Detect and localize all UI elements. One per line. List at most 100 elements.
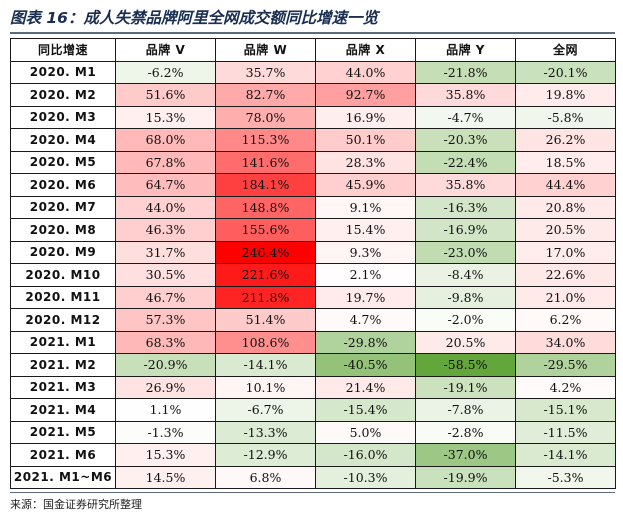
table-row: 2021. M2 -20.9% -14.1% -40.5% -58.5% -29.5%	[10, 353, 616, 377]
column-header: 全网	[515, 38, 616, 62]
table-cell: 20.5%	[415, 330, 516, 354]
table-cell: 35.8%	[415, 173, 516, 197]
table-cell: 51.4%	[215, 308, 316, 332]
table-cell: -11.5%	[515, 420, 616, 444]
table-cell: -6.7%	[215, 398, 316, 422]
column-header: 品牌 Y	[415, 38, 516, 62]
row-label: 2021. M5	[10, 420, 116, 444]
table-cell: -6.2%	[115, 60, 216, 84]
table-cell: 78.0%	[215, 105, 316, 129]
table-cell: -37.0%	[415, 443, 516, 467]
row-label: 2020. M2	[10, 83, 116, 107]
table-cell: -7.8%	[415, 398, 516, 422]
table-cell: 22.6%	[515, 263, 616, 287]
table-cell: -15.1%	[515, 398, 616, 422]
table-cell: 141.6%	[215, 150, 316, 174]
table-cell: -14.1%	[215, 353, 316, 377]
table-cell: 21.4%	[315, 375, 416, 399]
table-cell: 68.3%	[115, 330, 216, 354]
table-cell: 67.8%	[115, 150, 216, 174]
table-cell: -12.9%	[215, 443, 316, 467]
table-cell: 46.3%	[115, 218, 216, 242]
table-cell: -21.8%	[415, 60, 516, 84]
table-row: 2021. M1~M6 14.5% 6.8% -10.3% -19.9% -5.3%	[10, 465, 616, 489]
table-cell: 34.0%	[515, 330, 616, 354]
table-cell: 6.2%	[515, 308, 616, 332]
row-label: 2020. M4	[10, 128, 116, 152]
row-label: 2021. M2	[10, 353, 116, 377]
table-cell: 5.0%	[315, 420, 416, 444]
table-cell: 92.7%	[315, 83, 416, 107]
table-row: 2021. M1 68.3% 108.6% -29.8% 20.5% 34.0%	[10, 330, 616, 354]
table-row: 2021. M3 26.9% 10.1% 21.4% -19.1% 4.2%	[10, 375, 616, 399]
table-cell: -29.5%	[515, 353, 616, 377]
table-cell: 57.3%	[115, 308, 216, 332]
table-cell: -19.9%	[415, 465, 516, 489]
table-cell: 16.9%	[315, 105, 416, 129]
table-cell: -19.1%	[415, 375, 516, 399]
table-cell: -20.3%	[415, 128, 516, 152]
table-cell: 68.0%	[115, 128, 216, 152]
table-cell: -20.9%	[115, 353, 216, 377]
table-cell: -8.4%	[415, 263, 516, 287]
table-cell: -9.8%	[415, 285, 516, 309]
row-label: 2021. M3	[10, 375, 116, 399]
title-rule	[10, 32, 615, 34]
table-cell: 246.4%	[215, 240, 316, 264]
table-cell: -13.3%	[215, 420, 316, 444]
source-note: 来源：国金证券研究所整理	[10, 498, 142, 511]
table-row: 2020. M12 57.3% 51.4% 4.7% -2.0% 6.2%	[10, 308, 616, 332]
table-cell: 10.1%	[215, 375, 316, 399]
table-cell: 4.2%	[515, 375, 616, 399]
table-cell: -16.9%	[415, 218, 516, 242]
table-row: 2021. M4 1.1% -6.7% -15.4% -7.8% -15.1%	[10, 398, 616, 422]
table-cell: 9.3%	[315, 240, 416, 264]
row-label: 2021. M6	[10, 443, 116, 467]
table-cell: 35.7%	[215, 60, 316, 84]
table-cell: -16.3%	[415, 195, 516, 219]
table-cell: 26.2%	[515, 128, 616, 152]
table-cell: 6.8%	[215, 465, 316, 489]
row-label: 2020. M9	[10, 240, 116, 264]
table-cell: -5.3%	[515, 465, 616, 489]
row-label: 2020. M7	[10, 195, 116, 219]
table-cell: -20.1%	[515, 60, 616, 84]
table-cell: 44.4%	[515, 173, 616, 197]
header-row: 同比增速 品牌 V 品牌 W 品牌 X 品牌 Y 全网	[10, 38, 616, 62]
table-cell: -58.5%	[415, 353, 516, 377]
table-cell: -15.4%	[315, 398, 416, 422]
table-row: 2021. M6 15.3% -12.9% -16.0% -37.0% -14.1%	[10, 443, 616, 467]
row-label: 2020. M1	[10, 60, 116, 84]
row-label: 2021. M4	[10, 398, 116, 422]
table-cell: 15.4%	[315, 218, 416, 242]
table-row: 2020. M2 51.6% 82.7% 92.7% 35.8% 19.8%	[10, 83, 616, 107]
table-cell: 21.0%	[515, 285, 616, 309]
table-cell: -16.0%	[315, 443, 416, 467]
row-label: 2020. M6	[10, 173, 116, 197]
table-cell: 44.0%	[115, 195, 216, 219]
table-cell: 35.8%	[415, 83, 516, 107]
table-row: 2020. M7 44.0% 148.8% 9.1% -16.3% 20.8%	[10, 195, 616, 219]
table-cell: -2.8%	[415, 420, 516, 444]
row-label: 2020. M10	[10, 263, 116, 287]
table-cell: 30.5%	[115, 263, 216, 287]
table-cell: 20.8%	[515, 195, 616, 219]
row-label: 2020. M12	[10, 308, 116, 332]
table-cell: -4.7%	[415, 105, 516, 129]
table-cell: -14.1%	[515, 443, 616, 467]
table-cell: -2.0%	[415, 308, 516, 332]
table-cell: 14.5%	[115, 465, 216, 489]
table-cell: 4.7%	[315, 308, 416, 332]
row-label: 2020. M8	[10, 218, 116, 242]
table-cell: 51.6%	[115, 83, 216, 107]
column-header: 品牌 W	[215, 38, 316, 62]
row-label: 2020. M3	[10, 105, 116, 129]
table-cell: -22.4%	[415, 150, 516, 174]
table-cell: 50.1%	[315, 128, 416, 152]
table-cell: -29.8%	[315, 330, 416, 354]
table-cell: 45.9%	[315, 173, 416, 197]
table-cell: 64.7%	[115, 173, 216, 197]
table-cell: -5.8%	[515, 105, 616, 129]
table-cell: 15.3%	[115, 105, 216, 129]
table-cell: 184.1%	[215, 173, 316, 197]
